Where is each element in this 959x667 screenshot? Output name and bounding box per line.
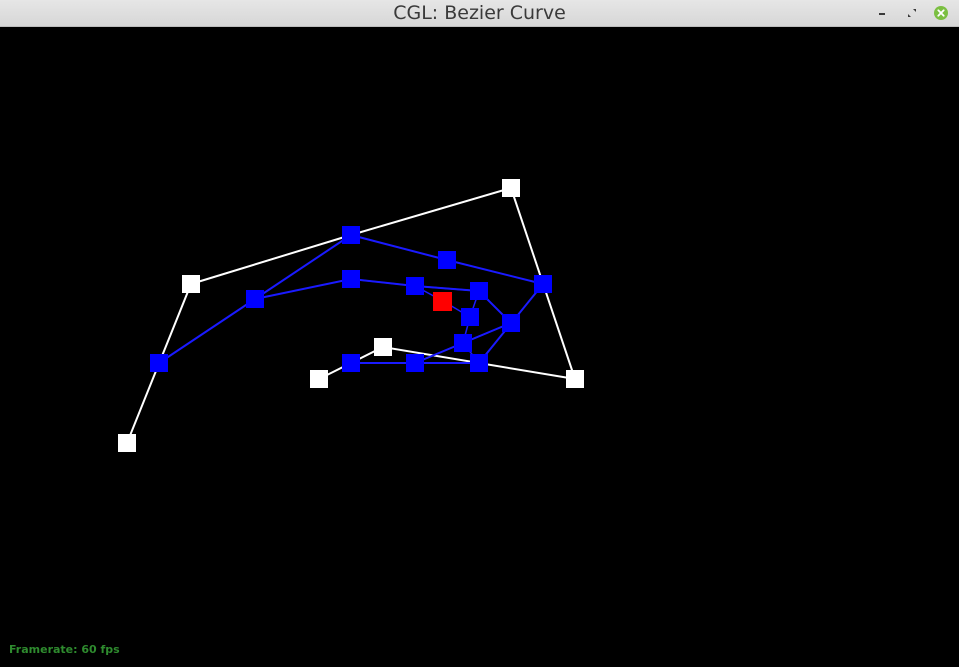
curve-point — [433, 292, 452, 311]
title-bar[interactable]: CGL: Bezier Curve — [0, 0, 959, 27]
intermediate-point — [342, 226, 360, 244]
intermediate-point — [470, 282, 488, 300]
intermediate-point — [470, 354, 488, 372]
control-points — [118, 179, 584, 452]
control-point[interactable] — [374, 338, 392, 356]
intermediate-points — [150, 226, 552, 372]
maximize-button[interactable] — [904, 5, 920, 21]
intermediate-point — [342, 270, 360, 288]
control-point[interactable] — [118, 434, 136, 452]
control-point[interactable] — [310, 370, 328, 388]
intermediate-point — [438, 251, 456, 269]
intermediate-point — [246, 290, 264, 308]
control-point[interactable] — [502, 179, 520, 197]
bezier-scene — [118, 179, 584, 452]
intermediate-point — [406, 277, 424, 295]
intermediate-point — [461, 308, 479, 326]
intermediate-point — [502, 314, 520, 332]
intermediate-point — [454, 334, 472, 352]
intermediate-point — [406, 354, 424, 372]
control-point[interactable] — [182, 275, 200, 293]
intermediate-point — [150, 354, 168, 372]
minimize-button[interactable] — [874, 5, 890, 21]
intermediate-point — [534, 275, 552, 293]
close-icon — [934, 6, 948, 20]
control-point[interactable] — [566, 370, 584, 388]
window-title: CGL: Bezier Curve — [393, 2, 566, 24]
framerate-label: Framerate: 60 fps — [9, 643, 120, 656]
render-canvas[interactable] — [0, 27, 959, 667]
restore-icon — [908, 9, 916, 17]
minimize-icon — [879, 13, 885, 15]
intermediate-point — [342, 354, 360, 372]
close-button[interactable] — [933, 5, 949, 21]
